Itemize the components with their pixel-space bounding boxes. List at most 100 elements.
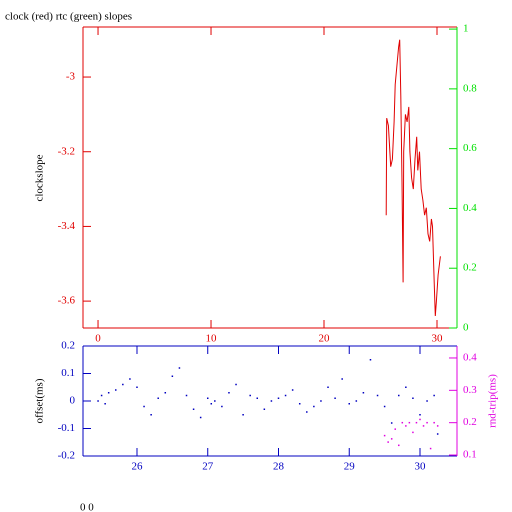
data-point — [115, 389, 117, 391]
data-point — [429, 447, 432, 450]
data-point — [436, 433, 439, 435]
data-point — [104, 403, 106, 405]
data-point — [426, 400, 428, 402]
data-point — [100, 394, 103, 397]
data-point — [355, 400, 358, 402]
data-point — [178, 367, 181, 369]
data-point — [242, 414, 244, 416]
data-point — [394, 428, 396, 430]
data-point — [398, 444, 400, 447]
data-point — [136, 386, 138, 388]
x-tick-label: 26 — [131, 461, 143, 473]
y2-tick-label: 0.2 — [463, 416, 477, 428]
x-tick-label: 28 — [273, 461, 285, 473]
data-point — [436, 425, 439, 427]
y2-tick-label: 0.3 — [463, 384, 477, 396]
data-point — [422, 425, 425, 427]
data-point — [313, 405, 315, 408]
data-point — [433, 421, 435, 424]
data-point — [369, 359, 372, 361]
y-axis-label: clockslope — [34, 154, 46, 201]
data-point — [143, 405, 145, 408]
data-point — [256, 397, 259, 399]
data-point — [390, 438, 393, 440]
x-tick-label: 30 — [432, 333, 444, 345]
y-tick-label: -3 — [66, 71, 76, 83]
data-point — [150, 414, 152, 416]
y2-tick-label: 0.1 — [463, 449, 477, 461]
data-point — [171, 375, 174, 377]
data-point — [348, 403, 350, 405]
y2-tick-label: 0.6 — [463, 142, 477, 154]
data-point — [129, 378, 131, 380]
y2-tick-label: 0.4 — [463, 202, 477, 214]
data-point — [263, 408, 266, 410]
chart-title: clock (red) rtc (green) slopes — [5, 11, 132, 23]
y-tick-label: 0.2 — [61, 340, 75, 352]
y2-tick-label: 0.2 — [463, 262, 477, 274]
data-point — [291, 389, 294, 391]
data-point — [387, 441, 389, 443]
y2-tick-label: 0 — [463, 322, 469, 334]
y-tick-label: 0.1 — [61, 367, 75, 379]
data-point — [206, 397, 209, 399]
y-tick-label: -0.2 — [58, 450, 75, 462]
data-point — [419, 414, 421, 416]
data-point — [185, 394, 188, 397]
x-tick-label: 29 — [344, 461, 356, 473]
data-point — [390, 422, 393, 424]
data-point — [405, 386, 407, 388]
data-point — [376, 394, 379, 397]
y-tick-label: 0 — [70, 395, 76, 407]
data-point — [97, 400, 99, 402]
data-point — [306, 411, 308, 413]
data-point — [284, 394, 287, 397]
y-tick-label: -0.1 — [58, 422, 75, 434]
data-point — [383, 405, 386, 408]
footer: 0 0 — [80, 502, 94, 512]
y-tick-label: -3.6 — [58, 295, 76, 307]
data-point — [277, 397, 280, 399]
data-point — [221, 405, 223, 408]
x-tick-label: 0 — [95, 333, 101, 345]
x-tick-label: 20 — [319, 333, 331, 345]
data-point — [249, 394, 251, 397]
data-point — [362, 392, 365, 394]
data-point — [433, 394, 435, 397]
data-point — [210, 403, 213, 405]
data-point — [408, 421, 411, 424]
data-point — [341, 378, 343, 380]
y-axis-label: offset(ms) — [34, 378, 46, 423]
data-point — [320, 400, 322, 402]
y2-tick-label: 1 — [463, 23, 469, 35]
data-point — [228, 392, 230, 394]
x-tick-label: 10 — [206, 333, 218, 345]
data-point — [398, 394, 400, 397]
data-point — [415, 421, 418, 424]
y-tick-label: -3.2 — [58, 145, 75, 157]
x-tick-label: 27 — [202, 461, 214, 473]
data-point — [334, 397, 336, 399]
data-point — [270, 400, 273, 402]
data-point — [199, 416, 202, 419]
data-point — [327, 386, 329, 388]
data-point — [401, 421, 404, 424]
data-point — [383, 434, 386, 437]
y2-tick-label: 0.4 — [463, 352, 477, 364]
data-point — [405, 425, 407, 427]
data-line — [385, 39, 441, 317]
data-point — [214, 400, 216, 402]
y2-axis-label: rnd-trip(ms) — [487, 374, 499, 428]
data-point — [122, 383, 124, 386]
y2-tick-label: 0.8 — [463, 82, 477, 94]
data-point — [298, 403, 301, 405]
data-point — [107, 392, 110, 394]
x-tick-label: 30 — [414, 461, 426, 473]
data-point — [426, 421, 428, 424]
data-point — [419, 418, 421, 421]
data-point — [192, 408, 195, 410]
data-point — [412, 431, 414, 434]
data-point — [164, 392, 167, 394]
y-tick-label: -3.4 — [58, 220, 76, 232]
